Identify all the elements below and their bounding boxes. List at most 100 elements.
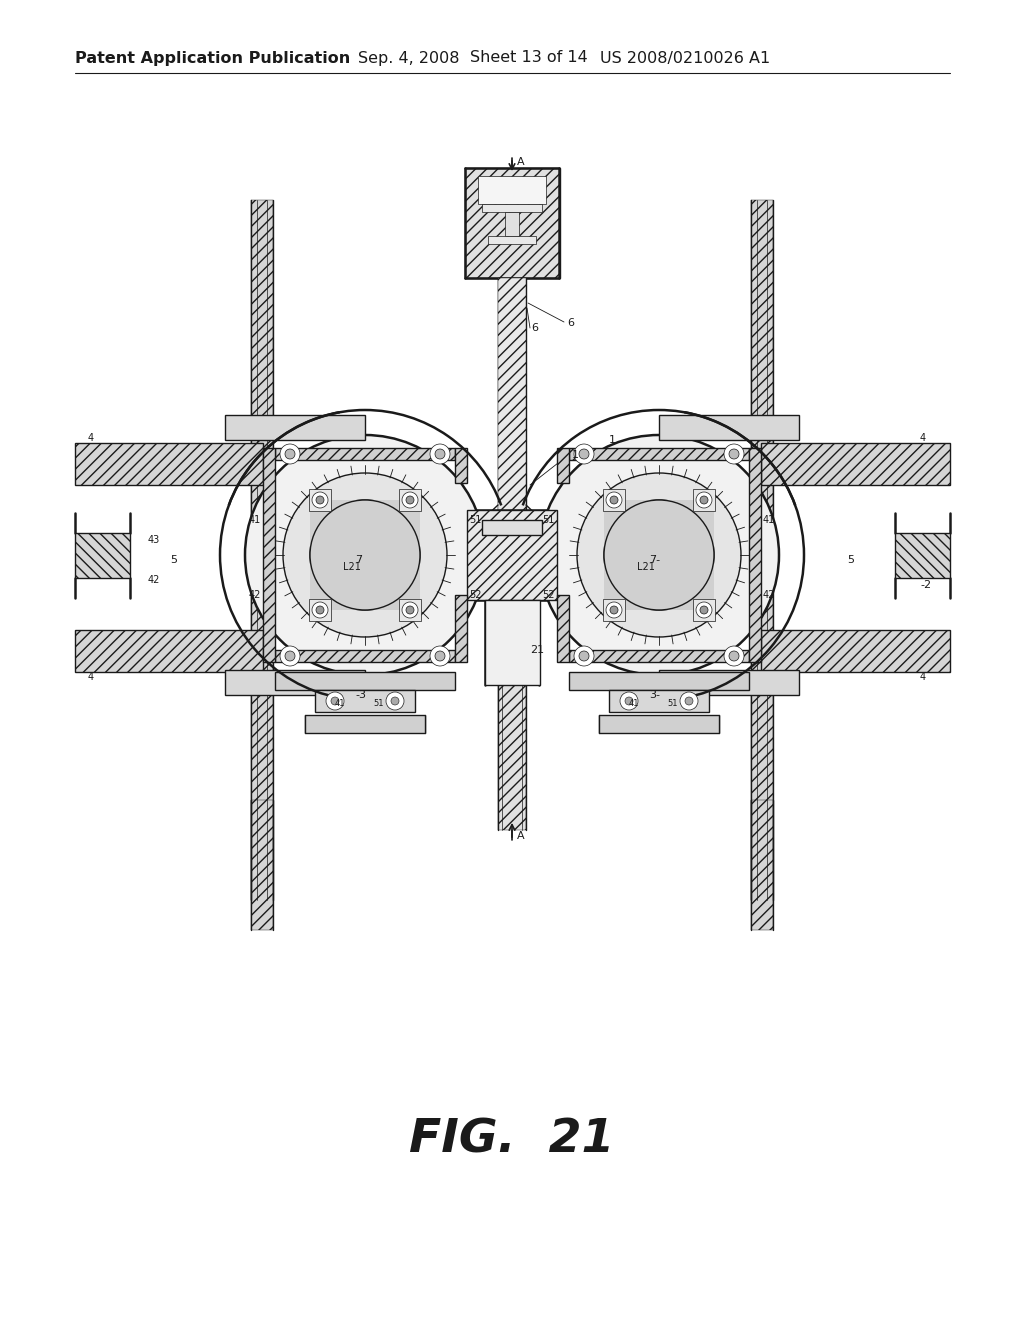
Bar [399,488,421,511]
Circle shape [312,492,328,508]
Bar [455,447,467,483]
Bar [603,599,625,620]
Circle shape [285,651,295,661]
Bar [557,447,569,483]
Text: A: A [517,157,524,168]
Bar [478,176,546,205]
Text: 52: 52 [469,590,481,601]
Circle shape [724,444,744,465]
Bar [609,690,709,711]
Bar [569,649,749,663]
Circle shape [620,692,638,710]
Text: 5: 5 [170,554,177,565]
Bar [251,201,273,900]
Bar [482,205,542,213]
Circle shape [402,602,418,618]
Bar [225,414,365,440]
Text: 5: 5 [847,554,854,565]
Text: 42: 42 [763,590,775,601]
Bar [505,213,519,236]
Circle shape [724,645,744,667]
Circle shape [316,606,324,614]
Bar [599,715,719,733]
Bar [659,414,799,440]
Circle shape [729,651,739,661]
Circle shape [312,602,328,618]
Text: 6: 6 [531,323,538,333]
Text: 42: 42 [148,576,161,585]
Text: 1: 1 [609,436,616,445]
Bar [465,168,560,279]
Circle shape [696,492,712,508]
Text: 21: 21 [530,645,544,655]
Text: 4: 4 [88,433,94,444]
Circle shape [577,473,741,638]
Bar [485,601,540,685]
Circle shape [386,692,404,710]
Text: Sep. 4, 2008: Sep. 4, 2008 [358,50,460,66]
Text: 41: 41 [249,515,261,525]
Circle shape [579,651,589,661]
Text: -2: -2 [920,579,931,590]
Circle shape [402,492,418,508]
Bar [751,800,773,931]
Bar [275,672,455,690]
Bar [498,279,526,520]
Text: 6: 6 [567,318,574,327]
Circle shape [700,606,708,614]
Bar [309,599,331,620]
Circle shape [326,692,344,710]
Bar [305,715,425,733]
Circle shape [574,444,594,465]
Bar [693,488,715,511]
Text: 41: 41 [335,700,345,709]
Text: 43: 43 [148,535,160,545]
Bar [310,500,420,610]
Circle shape [606,602,622,618]
Text: 41: 41 [629,700,640,709]
Circle shape [316,496,324,504]
Bar [895,533,950,578]
Bar [557,595,569,663]
Text: US 2008/0210026 A1: US 2008/0210026 A1 [600,50,770,66]
Bar [569,672,749,690]
Bar [751,201,773,900]
Text: -3: -3 [355,690,366,700]
Circle shape [285,449,295,459]
Bar [315,690,415,711]
Text: 41: 41 [763,515,775,525]
Bar [659,671,799,696]
Text: 51: 51 [543,515,555,525]
Bar [399,599,421,620]
Text: 1: 1 [572,450,579,459]
Bar [275,447,455,459]
Text: 4: 4 [88,672,94,682]
Text: 42: 42 [249,590,261,601]
Bar [467,510,557,601]
Circle shape [579,449,589,459]
Text: 52: 52 [543,590,555,601]
Circle shape [280,444,300,465]
Circle shape [391,697,399,705]
Bar [275,649,455,663]
Text: 7: 7 [355,554,362,565]
Circle shape [430,645,450,667]
Bar [455,595,467,663]
Text: Patent Application Publication: Patent Application Publication [75,50,350,66]
Bar [488,236,536,244]
Circle shape [283,473,447,638]
Circle shape [406,496,414,504]
Circle shape [406,606,414,614]
Circle shape [435,651,445,661]
Bar [761,444,950,484]
Bar [761,630,950,672]
Text: 51: 51 [373,700,384,709]
Text: 7-: 7- [649,554,660,565]
Text: FIG.  21: FIG. 21 [410,1118,614,1163]
Circle shape [700,496,708,504]
Circle shape [625,697,633,705]
Circle shape [245,436,485,675]
Text: 3-: 3- [649,690,660,700]
Circle shape [604,500,714,610]
Circle shape [729,449,739,459]
